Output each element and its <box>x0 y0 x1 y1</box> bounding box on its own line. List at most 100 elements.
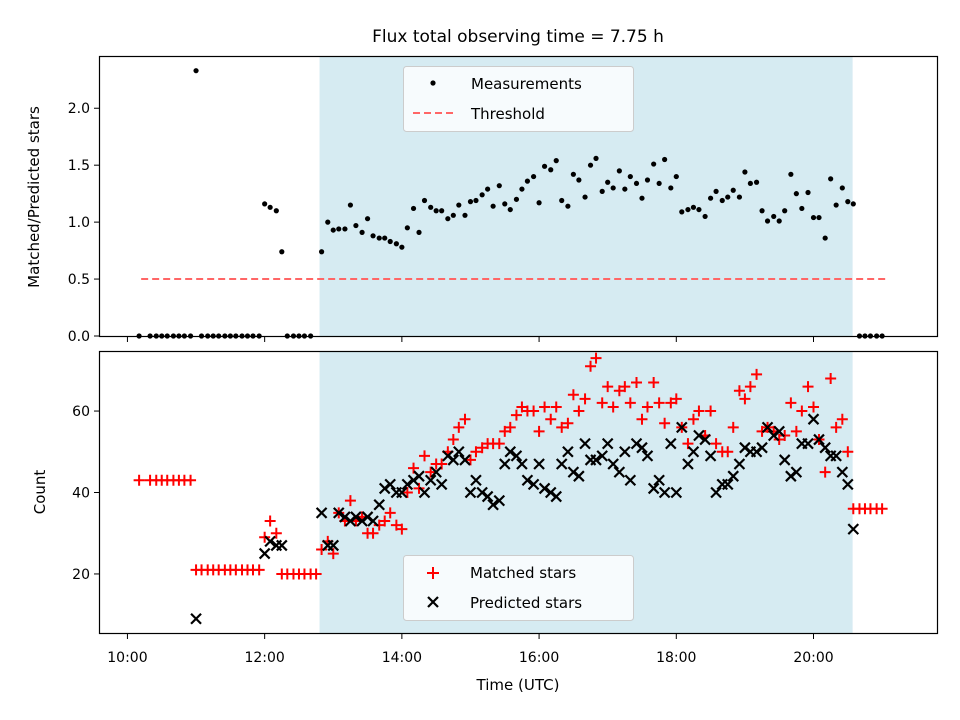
matched-star-point <box>842 446 854 458</box>
measurement-point <box>690 204 697 210</box>
predicted-star-point <box>527 478 540 491</box>
predicted-star-point <box>590 454 602 466</box>
matched-star-point <box>790 425 802 437</box>
legend-entry-predicted: Predicted stars <box>470 594 582 612</box>
top-y-ticks: 0.0 0.5 1.0 1.5 2.0 <box>68 101 100 345</box>
predicted-star-point <box>276 539 288 552</box>
top-y-tick-label: 1.5 <box>68 158 90 174</box>
matched-star-point <box>133 474 145 486</box>
top-legend-box <box>403 66 634 132</box>
predicted-star-point <box>727 470 740 482</box>
bottom-legend-box <box>403 555 634 621</box>
matched-star-point <box>539 401 551 413</box>
measurement-point <box>387 238 393 245</box>
matched-star-point <box>641 401 653 413</box>
bottom-x-ticks: 10:00 12:00 14:00 16:00 18:00 20:00 <box>107 633 834 666</box>
matched-legend-marker <box>427 567 439 579</box>
predicted-star-point <box>332 507 345 519</box>
measurement-point <box>439 208 445 214</box>
measurement-point <box>685 206 691 213</box>
predicted-star-point <box>453 445 465 458</box>
predicted-star-point <box>493 494 506 507</box>
matched-star-point <box>573 405 585 417</box>
matched-star-point <box>379 515 391 527</box>
x-tick-label: 16:00 <box>519 650 559 666</box>
measurement-point <box>325 219 331 225</box>
measurements-legend-marker <box>430 80 436 86</box>
bottom-y-tick-label: 60 <box>72 404 90 420</box>
measurement-point <box>719 197 725 204</box>
measurement-point <box>524 178 531 184</box>
matched-star-point <box>510 409 522 421</box>
matched-star-point <box>459 413 471 425</box>
measurement-point <box>822 235 828 241</box>
predicted-star-point <box>813 433 825 446</box>
predicted-star-point <box>264 535 276 548</box>
measurement-point <box>530 173 537 180</box>
predicted-star-point <box>418 486 431 499</box>
x-tick-label: 12:00 <box>244 650 284 666</box>
x-tick-label: 18:00 <box>656 650 696 666</box>
matched-star-point <box>550 401 562 413</box>
matched-star-point <box>453 421 465 433</box>
matched-star-point <box>819 466 831 478</box>
measurement-point <box>673 173 679 180</box>
measurement-point <box>833 202 839 208</box>
measurement-point <box>616 168 622 174</box>
matched-star-point <box>636 413 648 425</box>
predicted-star-point <box>721 478 734 491</box>
matched-star-point <box>579 393 591 405</box>
predicted-star-point <box>384 478 396 491</box>
predicted-star-point <box>790 466 803 478</box>
predicted-star-point <box>653 474 665 487</box>
matched-star-point <box>567 389 579 401</box>
matched-star-point <box>384 507 396 519</box>
predicted-star-point <box>830 450 842 462</box>
matched-star-point <box>808 401 820 413</box>
top-y-tick-label: 1.0 <box>68 215 90 231</box>
predicted-star-point <box>516 458 528 470</box>
predicted-star-point <box>401 478 414 491</box>
measurement-point <box>553 158 559 164</box>
measurement-point <box>267 204 273 210</box>
predicted-star-point <box>315 507 328 519</box>
matched-star-point <box>545 413 557 425</box>
measurement-point <box>416 229 422 235</box>
measurement-point <box>771 213 777 220</box>
measurement-point <box>262 201 268 207</box>
bottom-y-tick-label: 20 <box>72 567 90 583</box>
predicted-star-point <box>555 458 568 470</box>
top-y-axis-label: Matched/Predicted stars <box>25 106 43 288</box>
predicted-star-point <box>756 441 768 454</box>
matched-star-point <box>493 438 505 450</box>
matched-star-point <box>602 381 614 393</box>
predicted-star-point <box>424 474 437 487</box>
measurement-point <box>467 199 474 205</box>
measurements-series <box>136 68 885 339</box>
predicted-star-point <box>481 490 494 503</box>
measurement-point <box>541 163 548 169</box>
top-x-ticks <box>126 336 815 342</box>
measurement-point <box>485 186 491 192</box>
matched-star-point <box>751 368 763 380</box>
matched-star-point <box>653 397 665 409</box>
bottom-y-axis-label: Count <box>31 470 49 515</box>
x-tick-label: 10:00 <box>107 650 147 666</box>
predicted-star-point <box>327 539 340 552</box>
matched-star-point <box>310 568 322 580</box>
measurement-point <box>570 171 576 177</box>
measurement-point <box>605 179 611 185</box>
measurement-point <box>656 180 662 187</box>
measurement-point <box>707 195 714 201</box>
matched-star-point <box>785 397 797 409</box>
predicted-star-point <box>396 486 408 499</box>
matched-star-point <box>464 454 476 466</box>
measurement-point <box>548 167 554 173</box>
measurement-point <box>473 197 479 204</box>
matched-star-point <box>533 425 545 437</box>
matched-star-point <box>419 450 431 462</box>
matched-star-point <box>344 495 356 507</box>
predicted-star-point <box>550 490 563 503</box>
matched-star-point <box>710 438 722 450</box>
